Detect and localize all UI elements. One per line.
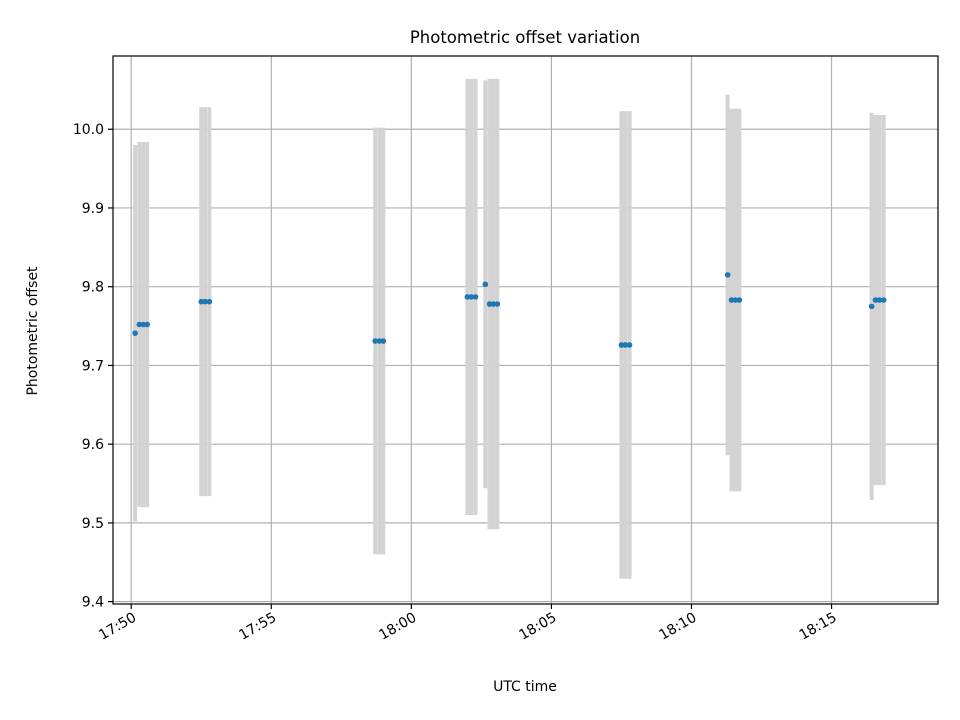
data-point — [464, 294, 471, 300]
x-tick-label: 17:50 — [96, 610, 139, 644]
data-points — [132, 272, 887, 348]
data-point — [482, 281, 489, 288]
y-tick-label: 9.4 — [82, 595, 104, 611]
chart-title: Photometric offset variation — [410, 28, 640, 47]
data-point — [732, 297, 739, 303]
data-point — [140, 321, 147, 328]
data-point — [144, 321, 150, 328]
data-point — [206, 298, 213, 305]
x-tick-label: 18:00 — [376, 610, 419, 644]
plot-frame — [112, 55, 939, 605]
data-point — [472, 294, 479, 300]
axis-ticks: 17:50 17:55 18:00 18:05 18:10 18:15 9.4 9.5 9.6 9… — [73, 122, 840, 643]
y-tick-label: 9.8 — [82, 280, 104, 296]
x-tick-label: 17:55 — [236, 610, 279, 644]
data-point — [728, 297, 735, 303]
data-point — [494, 301, 501, 307]
data-point — [872, 297, 879, 303]
data-point — [490, 301, 497, 307]
error-bars — [133, 78, 886, 579]
y-axis-label: Photometric offset — [25, 266, 41, 396]
y-tick-label: 10.0 — [73, 122, 104, 138]
data-point — [736, 297, 743, 303]
data-point — [486, 301, 493, 307]
data-point — [376, 338, 383, 344]
y-tick-label: 9.5 — [82, 516, 104, 532]
data-point — [132, 330, 138, 336]
data-point — [380, 338, 387, 344]
x-axis-label: UTC time — [493, 679, 557, 695]
data-point — [372, 338, 379, 344]
data-point — [868, 303, 875, 310]
grid — [113, 56, 938, 604]
data-point — [618, 342, 625, 348]
y-tick-label: 9.9 — [82, 201, 104, 217]
x-tick-label: 18:05 — [516, 610, 559, 644]
data-point — [880, 297, 887, 303]
data-point — [622, 342, 629, 348]
data-point — [626, 342, 633, 348]
data-point — [468, 294, 475, 300]
x-tick-label: 18:10 — [657, 610, 700, 644]
data-point — [876, 297, 883, 303]
data-point — [198, 298, 205, 305]
data-point — [202, 298, 208, 305]
data-point — [136, 321, 143, 328]
y-tick-label: 9.6 — [82, 437, 104, 453]
y-tick-label: 9.7 — [82, 358, 104, 374]
x-tick-label: 18:15 — [797, 610, 840, 644]
data-point — [724, 272, 731, 278]
